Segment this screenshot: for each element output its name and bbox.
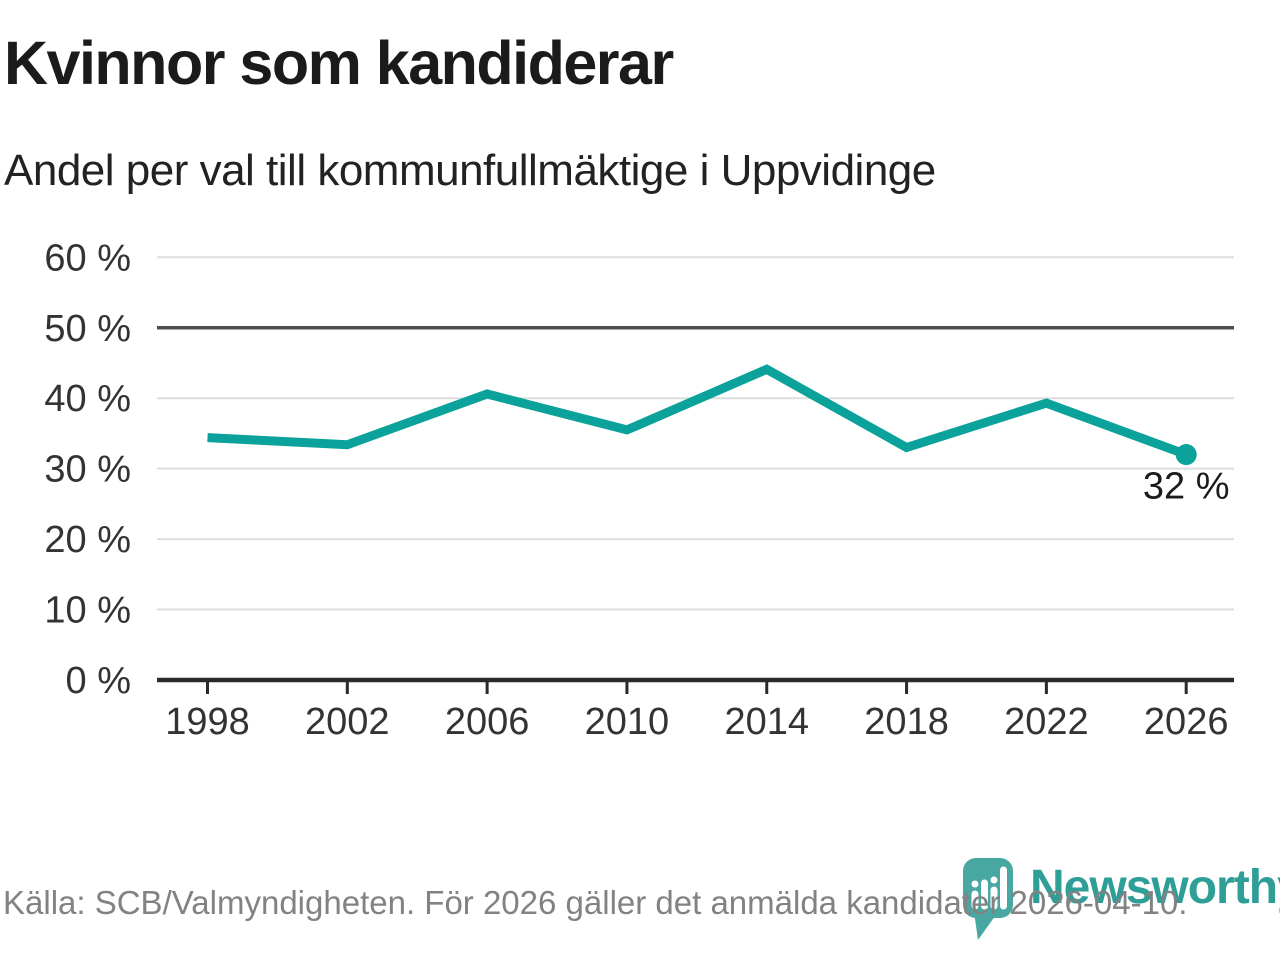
x-tick-label: 2010 xyxy=(585,701,670,743)
y-tick-label: 40 % xyxy=(44,378,131,420)
y-tick-label: 10 % xyxy=(44,590,131,632)
page-title: Kvinnor som kandiderar xyxy=(4,29,674,97)
newsworthy-logo: Newsworthy xyxy=(962,856,1280,942)
x-tick-label: 2006 xyxy=(445,701,530,743)
x-tick-label: 2018 xyxy=(864,701,949,743)
y-tick-label: 30 % xyxy=(44,449,131,491)
y-tick-label: 20 % xyxy=(44,519,131,561)
x-tick-label: 2002 xyxy=(305,701,390,743)
data-line xyxy=(207,364,1188,459)
y-tick-label: 50 % xyxy=(44,308,131,350)
newsworthy-pin-icon xyxy=(963,858,1013,940)
end-value-label: 32 % xyxy=(1143,466,1230,508)
x-tick-label: 1998 xyxy=(165,701,250,743)
y-tick-label: 60 % xyxy=(44,237,131,279)
x-tick-label: 2022 xyxy=(1004,701,1089,743)
page-subtitle: Andel per val till kommunfullmäktige i U… xyxy=(4,146,936,195)
x-tick-label: 2026 xyxy=(1144,701,1229,743)
y-tick-label: 0 % xyxy=(66,660,131,702)
end-point-marker xyxy=(1175,444,1197,466)
x-tick-label: 2014 xyxy=(724,701,809,743)
source-note: Källa: SCB/Valmyndigheten. För 2026 gäll… xyxy=(3,884,1188,921)
newsworthy-logo-name: Newsworthy xyxy=(1030,861,1280,914)
